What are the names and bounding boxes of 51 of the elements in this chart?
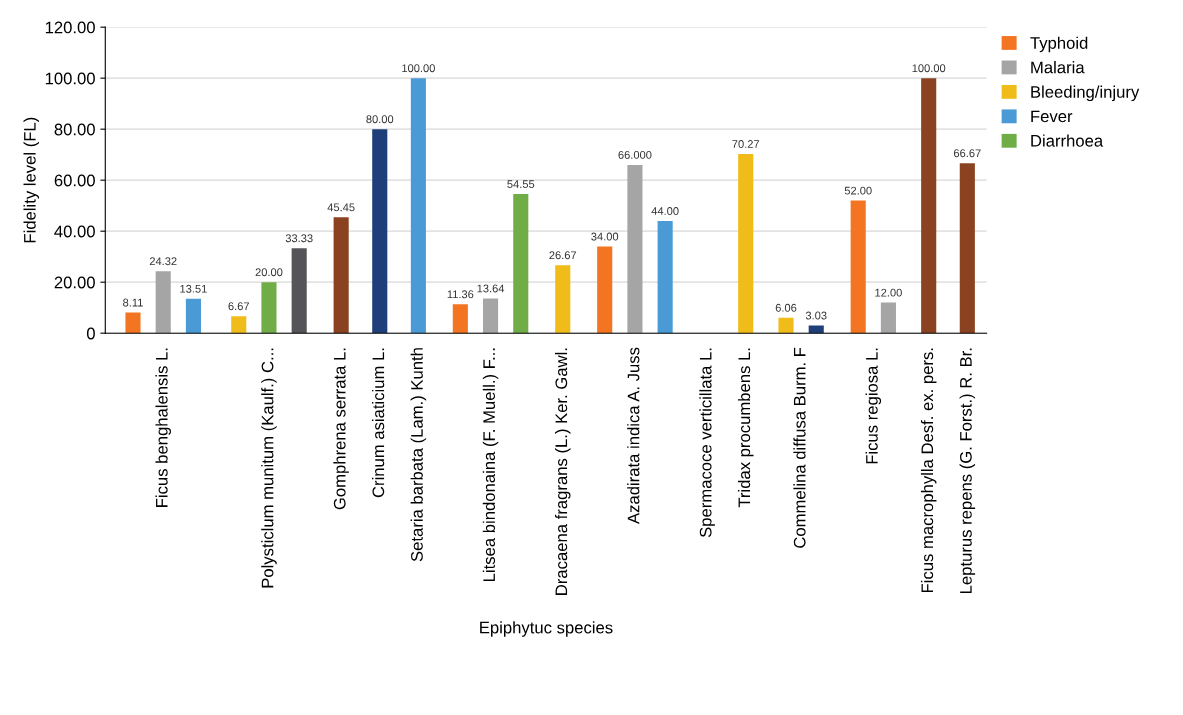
data-label: 100.00 (402, 64, 435, 73)
x-tick-label: Ficus regiosa L. (865, 348, 882, 464)
data-label: 12.00 (875, 288, 902, 297)
legend-label: Diarrhoea (1031, 134, 1104, 147)
data-label: 13.51 (180, 284, 207, 293)
y-tick-label: 20.00 (54, 276, 95, 289)
x-tick-label: Dracaena fragrans (L.) Ker. Gawl. (554, 348, 571, 595)
data-label: 3.03 (805, 311, 827, 320)
data-label: 66.67 (953, 149, 981, 158)
data-label: 52.00 (844, 186, 872, 195)
y-tick-label: 60.00 (54, 174, 95, 187)
legend-label: Typhoid (1030, 36, 1088, 53)
x-tick-label: Ficus macrophylla Desf. ex. pers. (920, 348, 937, 593)
data-label: 26.67 (549, 251, 577, 260)
data-label: 6.06 (775, 303, 797, 312)
data-label: 100.00 (912, 64, 946, 73)
y-axis-title: Fidelity level (FL) (23, 117, 40, 243)
x-tick-label: Litsea bindonaina (F. Muell.) F... (482, 348, 499, 581)
data-label: 44.00 (651, 207, 679, 215)
data-label: 80.00 (366, 115, 394, 124)
x-tick-label: Setaria barbata (Lam.) Kunth (410, 348, 427, 562)
x-tick-label: Polysticlum munitum (Kaulf.) C... (261, 348, 277, 588)
x-tick-label: Azadirata indica A. Juss (627, 347, 640, 524)
data-label: 33.33 (285, 234, 313, 243)
data-label: 34.00 (591, 232, 619, 241)
y-tick-label: 0 (86, 327, 95, 340)
x-tick-label: Tridax procumbens L. (737, 348, 754, 508)
legend-label: Bleeding/injury (1031, 85, 1140, 102)
data-label: 54.55 (507, 180, 535, 189)
data-label: 45.45 (327, 203, 355, 212)
y-tick-label: 100.00 (45, 72, 95, 85)
x-axis-title: Epiphytuc species (480, 621, 613, 637)
x-tick-label: Commelina diffusa Burm. F (793, 347, 806, 548)
y-tick-label: 40.00 (54, 225, 95, 238)
x-tick-label: Crinum asiaticium L. (371, 348, 385, 498)
y-tick-label: 120.00 (45, 21, 95, 34)
x-tick-label: Spermacoce verticillata L. (699, 348, 715, 538)
data-label: 66.000 (618, 150, 652, 159)
data-label: 8.11 (123, 298, 143, 307)
data-label: 20.00 (255, 268, 283, 277)
data-label: 6.67 (228, 302, 249, 311)
x-tick-label: Ficus benghalensis L. (155, 348, 171, 507)
data-label: 24.32 (149, 257, 177, 266)
y-tick-label: 80.00 (54, 123, 95, 136)
x-tick-label: Gomphrena serrata L. (333, 348, 349, 510)
data-label: 70.27 (732, 140, 760, 148)
legend-label: Malaria (1031, 61, 1085, 74)
data-label: 13.64 (477, 284, 505, 293)
legend-label: Fever (1031, 110, 1073, 123)
data-label: 11.36 (447, 290, 474, 299)
x-tick-label: Lepturus repens (G. Forst.) R. Br. (959, 348, 976, 593)
